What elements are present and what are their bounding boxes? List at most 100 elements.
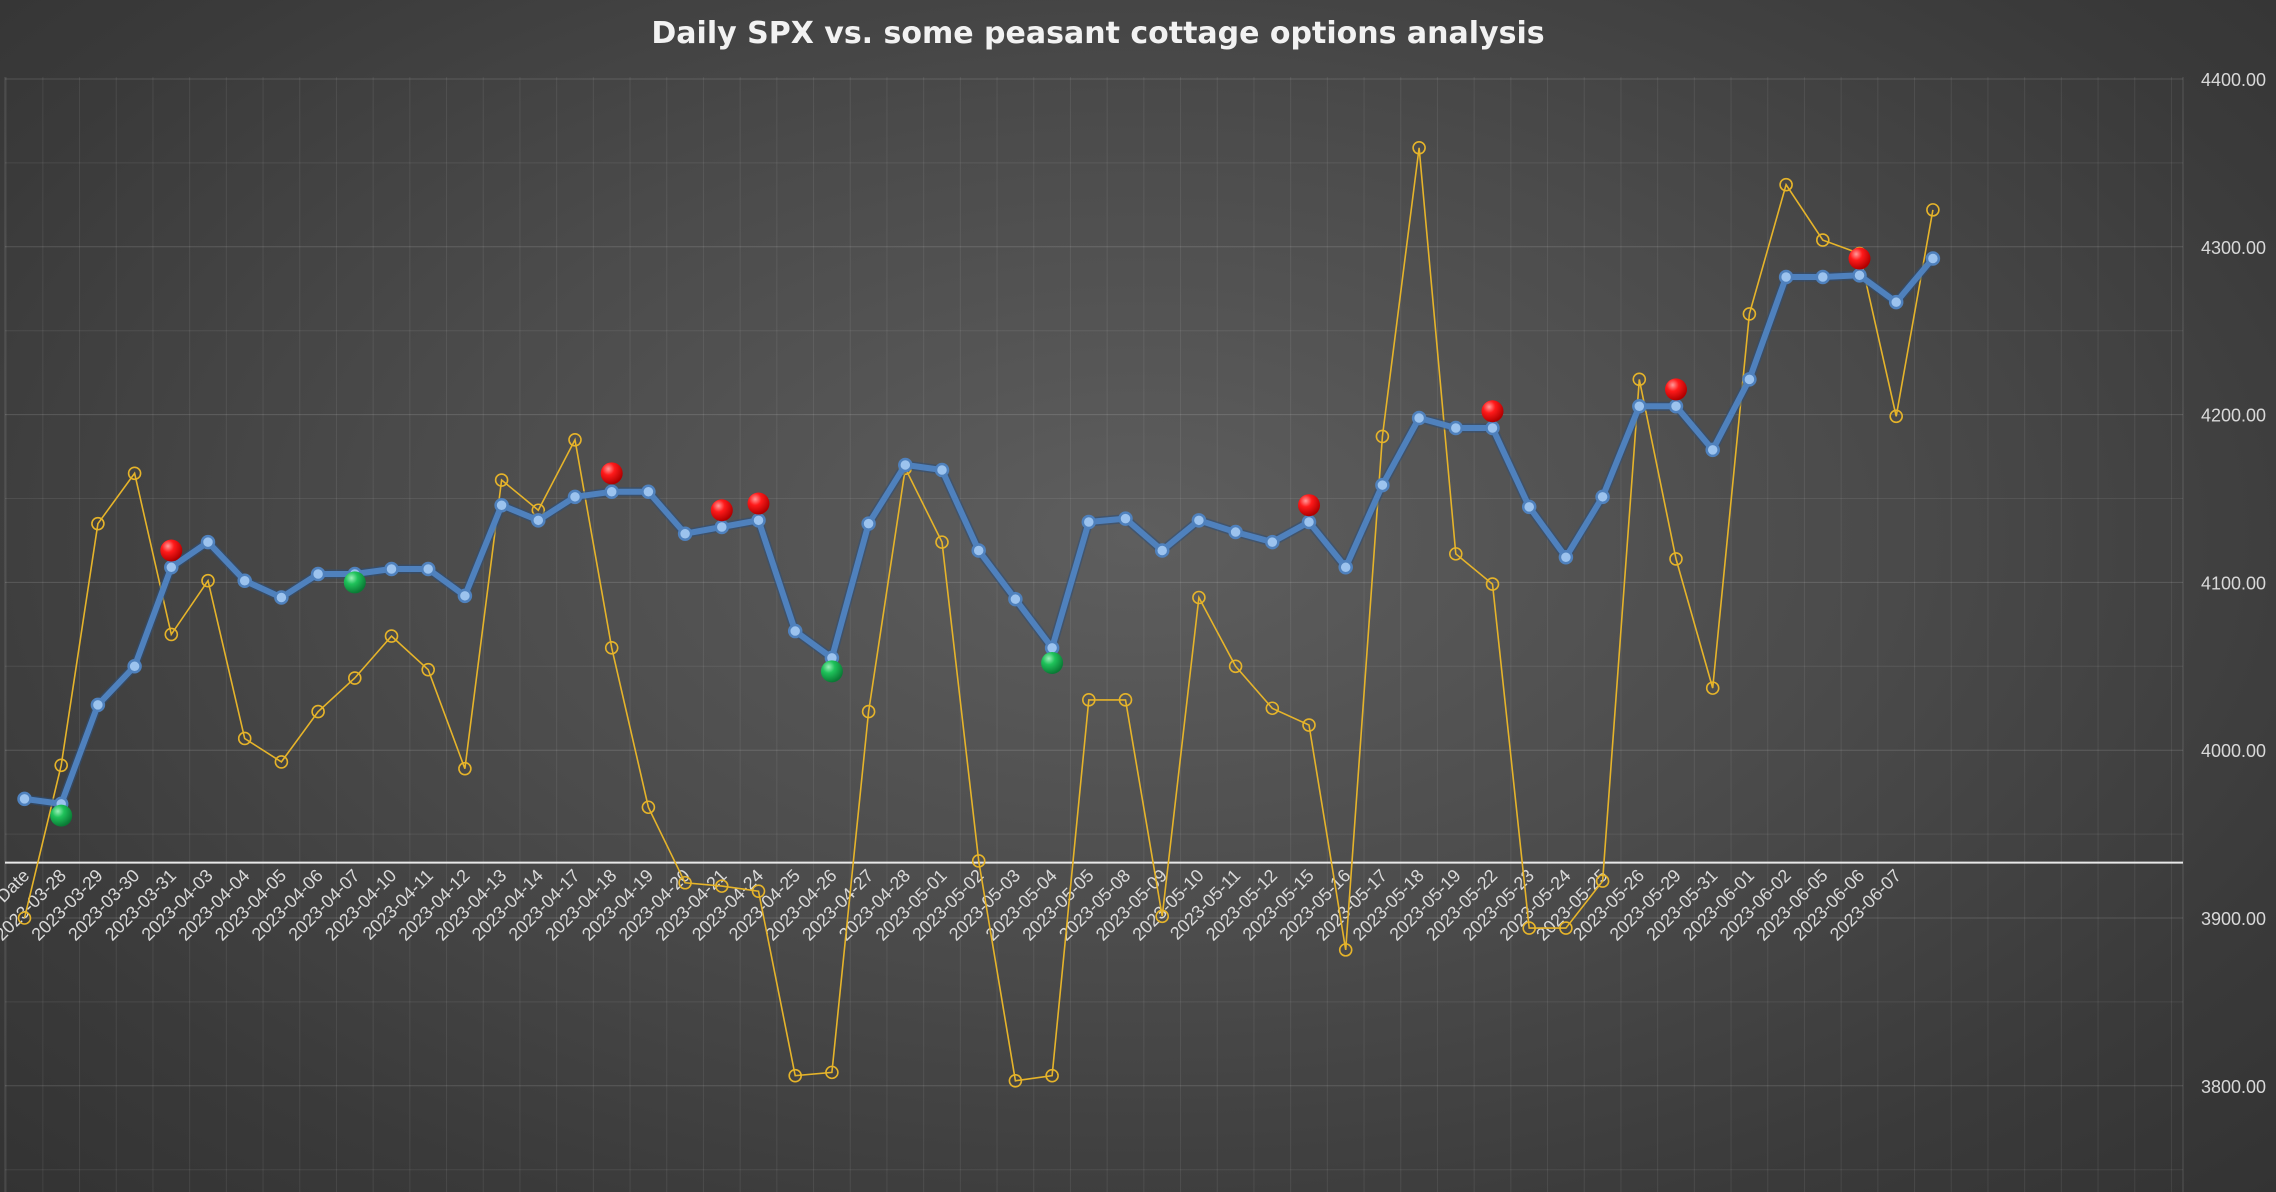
spx-point (714, 519, 730, 535)
spx-point (1742, 372, 1757, 387)
analysis-point (1192, 590, 1206, 605)
spx-point (494, 497, 509, 513)
sell-marker (1848, 247, 1871, 270)
spx-point (17, 791, 32, 807)
analysis-point (1045, 1068, 1059, 1083)
analysis-point (1669, 552, 1683, 566)
spx-point (1338, 560, 1353, 575)
buy-marker (50, 804, 73, 827)
analysis-point (714, 879, 729, 893)
spx-point (1925, 251, 1941, 266)
sell-marker (160, 539, 183, 562)
analysis-point (1338, 943, 1353, 957)
y-tick-label: 4400.00 (2201, 70, 2266, 90)
spx-point (1705, 442, 1720, 458)
sell-marker (1665, 378, 1687, 401)
analysis-point (1485, 577, 1500, 591)
series-spx (17, 251, 1941, 812)
spx-point (1888, 294, 1904, 310)
analysis-point (971, 854, 986, 868)
spx-point (90, 697, 106, 713)
spx-point (1558, 549, 1574, 565)
spx-point (1852, 268, 1867, 283)
analysis-point (751, 884, 766, 898)
spx-point (1265, 534, 1280, 550)
analysis-point (1118, 693, 1133, 707)
spx-point (1521, 499, 1537, 515)
chart-title: Daily SPX vs. some peasant cottage optio… (651, 16, 1544, 51)
analysis-point (494, 473, 509, 487)
analysis-point (1926, 203, 1940, 217)
analysis-point (17, 911, 32, 925)
analysis-point (164, 627, 179, 642)
analysis-point (604, 641, 619, 655)
analysis-point (201, 573, 215, 588)
spx-point (310, 566, 326, 582)
spx-point (1485, 420, 1500, 436)
analysis-point (1008, 1073, 1023, 1088)
y-tick-label: 4000.00 (2201, 741, 2266, 761)
spx-point (1301, 514, 1317, 530)
analysis-point (825, 1065, 839, 1080)
buy-marker (1041, 651, 1064, 674)
analysis-point (1705, 681, 1720, 695)
spx-point (1668, 398, 1684, 414)
spx-point (1375, 477, 1390, 493)
spx-point (971, 543, 986, 558)
spx-point (1008, 591, 1023, 607)
analysis-point (1889, 409, 1903, 424)
y-tick-label: 3800.00 (2201, 1077, 2266, 1097)
analysis-point (384, 629, 399, 643)
y-tick-label: 3900.00 (2201, 909, 2266, 929)
y-tick-label: 4100.00 (2201, 573, 2266, 593)
spx-point (1778, 269, 1794, 285)
analysis-point (1742, 307, 1757, 321)
sell-marker (1481, 400, 1504, 423)
analysis-point (1632, 372, 1647, 387)
analysis-point (54, 758, 69, 773)
analysis-point (788, 1068, 803, 1083)
spx-point (751, 513, 766, 528)
spx-point (567, 489, 583, 505)
analysis-point (861, 704, 876, 719)
analysis-point (347, 671, 362, 685)
spx-point (861, 516, 876, 531)
buy-marker (343, 571, 366, 594)
spx-point (1118, 511, 1133, 526)
signal-markers (50, 247, 1871, 827)
spx-point (1191, 513, 1207, 528)
spx-point (898, 457, 913, 473)
analysis-point (1228, 659, 1243, 674)
spx-point (384, 561, 399, 577)
analysis-point (1559, 921, 1573, 935)
analysis-point (458, 761, 472, 776)
spx-point (200, 534, 216, 550)
analysis-point (237, 731, 252, 746)
analysis-point (1155, 909, 1169, 924)
spx-point (1154, 543, 1170, 558)
analysis-point (1412, 140, 1426, 155)
spx-point (127, 659, 142, 674)
y-axis: 3800.00 3900.00 4000.00 4100.00 4200.00 4300.… (2201, 70, 2266, 1097)
analysis-point (1302, 718, 1316, 732)
spx-point (1448, 420, 1464, 436)
x-axis: Date2023-03-282023-03-292023-03-302023-0… (0, 865, 1905, 944)
analysis-point (568, 432, 582, 447)
y-tick-label: 4300.00 (2201, 238, 2266, 258)
analysis-point (935, 535, 949, 549)
analysis-point (1375, 429, 1390, 444)
analysis-line (23, 147, 1934, 1082)
spx-point (934, 462, 950, 478)
spx-point (420, 561, 436, 577)
spx-point (531, 513, 546, 528)
sell-marker (1298, 494, 1320, 517)
analysis-point (1449, 547, 1463, 561)
buy-marker (820, 660, 843, 683)
analysis-point (421, 662, 436, 677)
analysis-point (1595, 874, 1610, 888)
y-tick-label: 4200.00 (2201, 406, 2266, 426)
analysis-point (1265, 701, 1280, 716)
series-analysis (17, 140, 1940, 1088)
